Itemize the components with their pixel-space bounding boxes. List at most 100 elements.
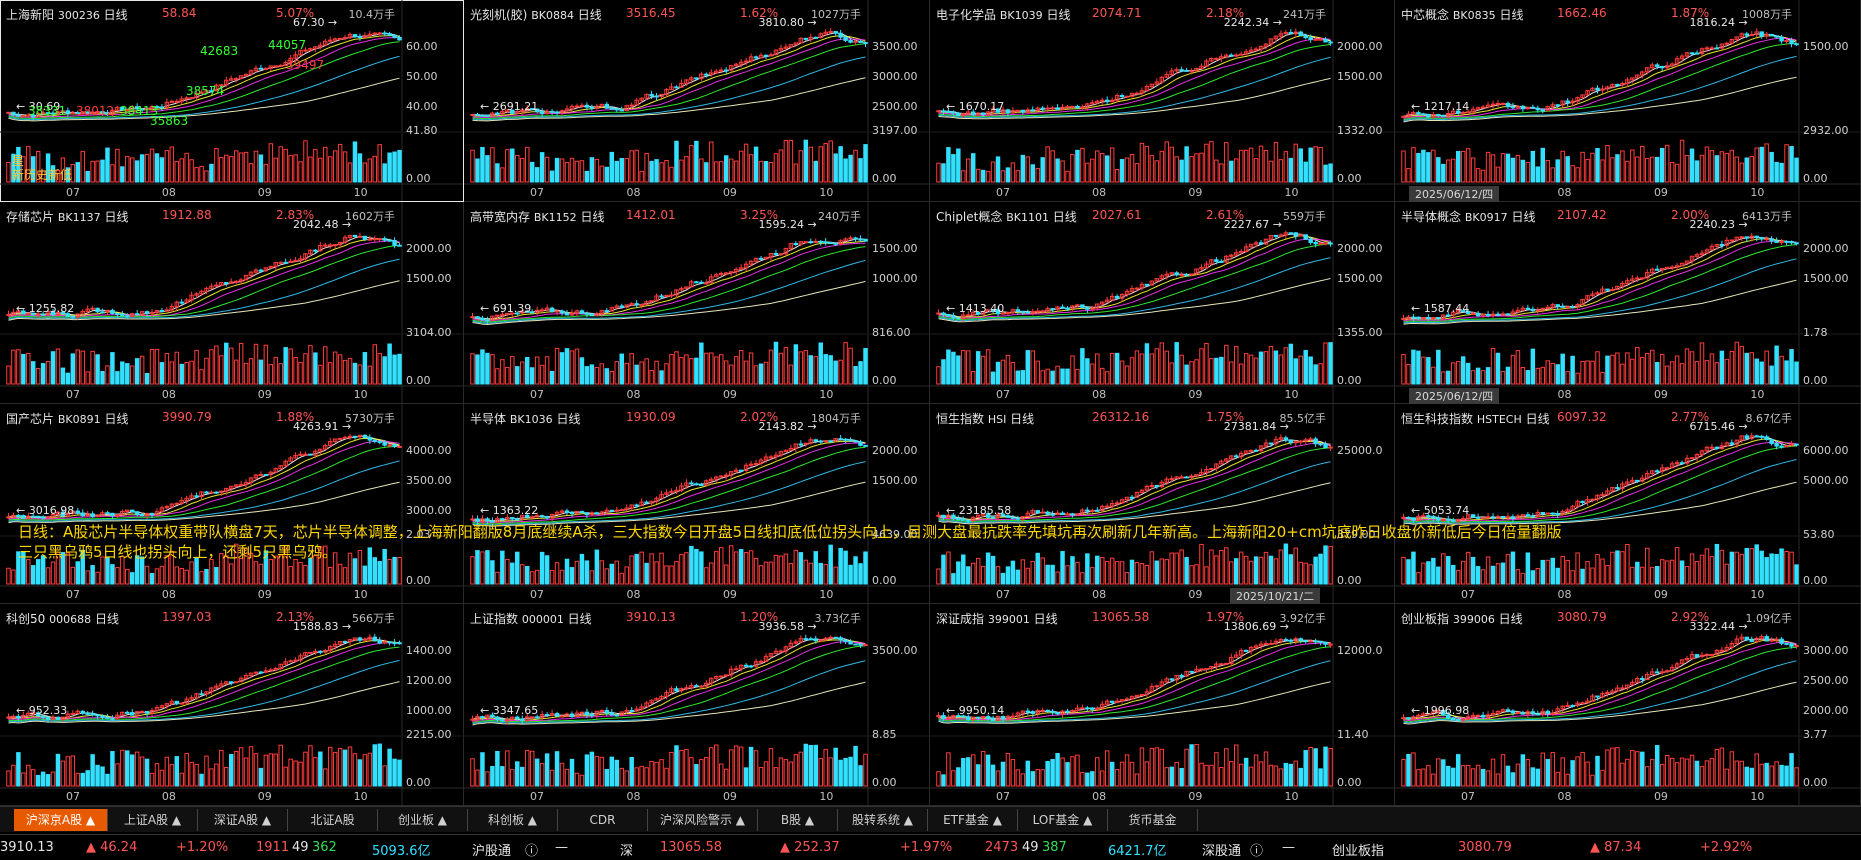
candle-body <box>1450 311 1456 316</box>
candle-body <box>248 672 254 677</box>
change-pct: 2.13% <box>276 610 315 624</box>
security-name[interactable]: 深证成指 399001 日线 <box>936 612 1058 626</box>
volume-bar <box>569 758 575 787</box>
security-name[interactable]: Chiplet概念 BK1101 日线 <box>936 210 1077 224</box>
chart-panel[interactable]: 光刻机(胶) BK0884 日线 3516.45 1.62% 1027万手 3810.8… <box>464 0 930 202</box>
market-tab[interactable]: 深证A股 ▲ <box>198 809 288 831</box>
market-tab[interactable]: 上证A股 ▲ <box>108 809 198 831</box>
candle-body <box>941 715 946 720</box>
chart-panel[interactable]: 国产芯片 BK0891 日线 3990.79 1.88% 5730万手 4263.91 … <box>0 404 464 604</box>
security-name[interactable]: 国产芯片 BK0891 日线 <box>6 412 129 426</box>
volume-bar <box>1293 760 1299 787</box>
chart-panel[interactable]: 半导体 BK1036 日线 1930.09 2.02% 1804万手 2143.82 →… <box>464 404 930 604</box>
candle-body <box>1164 273 1169 277</box>
candle-body <box>70 712 76 715</box>
sgt-label[interactable]: 深股通 <box>1202 844 1242 859</box>
chart-panel[interactable]: 创业板指 399006 日线 3080.79 2.92% 1.09亿手 3322.44 … <box>1395 604 1861 806</box>
market-tab[interactable]: 科创板 ▲ <box>468 809 558 831</box>
chart-panel[interactable]: 恒生科技指数 HSTECH 日线 6097.32 2.77% 8.67亿手 6715.4… <box>1395 404 1861 604</box>
candle-body <box>387 641 392 644</box>
chart-panel[interactable]: 上证指数 000001 日线 3910.13 1.20% 3.73亿手 3936.58 … <box>464 604 930 806</box>
volume-bar <box>1625 352 1630 385</box>
chart-panel[interactable]: 电子化学品 BK1039 日线 2074.71 2.18% 241万手 2242.34 … <box>930 0 1395 202</box>
volume-bar <box>1460 356 1466 385</box>
volume-bar <box>1540 147 1546 183</box>
help-icon[interactable]: ⓘ <box>525 844 539 859</box>
chart-panel[interactable]: 深证成指 399001 日线 13065.58 1.97% 3.92亿手 13806.6… <box>930 604 1395 806</box>
volume-bar <box>768 561 774 585</box>
volume-bar <box>644 767 649 787</box>
market-tab[interactable]: LOF基金 ▲ <box>1018 809 1108 831</box>
security-name[interactable]: 恒生指数 HSI 日线 <box>936 412 1035 426</box>
volume-bar <box>763 361 769 385</box>
market-tab[interactable]: 沪深风险警示 ▲ <box>648 809 758 831</box>
volume-bar <box>1649 156 1655 183</box>
candle-body <box>1615 285 1620 291</box>
chart-panel[interactable]: Chiplet概念 BK1101 日线 2027.61 2.61% 559万手 2227… <box>930 202 1395 404</box>
candle-body <box>763 256 769 260</box>
candle-body <box>1075 707 1080 712</box>
volume-bar <box>1323 746 1328 787</box>
volume-bar <box>1585 561 1590 585</box>
volume-bar <box>970 153 976 183</box>
security-name[interactable]: 上证指数 000001 日线 <box>470 612 592 626</box>
volume-bar <box>184 152 189 183</box>
candle-body <box>1585 700 1590 704</box>
volume-bar <box>1595 148 1600 183</box>
security-name[interactable]: 电子化学品 BK1039 日线 <box>936 8 1071 22</box>
chart-panel[interactable]: 存储芯片 BK1137 日线 1912.88 2.83% 1602万手 2042.48 … <box>0 202 464 404</box>
security-name[interactable]: 中芯概念 BK0835 日线 <box>1401 8 1524 22</box>
security-name[interactable]: 高带宽内存 BK1152 日线 <box>470 210 605 224</box>
candle-body <box>1040 107 1045 110</box>
security-name[interactable]: 创业板指 399006 日线 <box>1401 612 1523 626</box>
security-name[interactable]: 光刻机(胶) BK0884 日线 <box>470 8 602 22</box>
security-name[interactable]: 恒生科技指数 HSTECH 日线 <box>1401 412 1550 426</box>
help-icon[interactable]: ⓘ <box>1250 844 1264 859</box>
volume-bar <box>1446 370 1451 385</box>
market-tab[interactable]: 创业板 ▲ <box>378 809 468 831</box>
volume-bar <box>1318 363 1323 385</box>
market-tab[interactable]: 股转系统 ▲ <box>838 809 928 831</box>
volume-bar <box>85 770 90 787</box>
chart-panel[interactable]: 中芯概念 BK0835 日线 1662.46 1.87% 1008万手 1816.24 … <box>1395 0 1861 202</box>
security-name[interactable]: 上海新阳 300236 日线 <box>6 8 128 22</box>
volume-bar <box>778 352 784 385</box>
volume-bar <box>1253 357 1259 385</box>
volume-bar <box>1774 553 1779 585</box>
security-name[interactable]: 存储芯片 BK1137 日线 <box>6 210 129 224</box>
market-tab[interactable]: 货币基金 <box>1108 809 1198 831</box>
volume-bar <box>584 366 590 385</box>
month-axis-label: 07 <box>996 588 1010 601</box>
security-name[interactable]: 半导体概念 BK0917 日线 <box>1401 210 1536 224</box>
volume-bar <box>179 363 184 385</box>
chart-panel[interactable]: 高带宽内存 BK1152 日线 1412.01 3.25% 240万手 1595.24 … <box>464 202 930 404</box>
volume-bar <box>1104 750 1110 787</box>
market-tab[interactable]: ETF基金 ▲ <box>928 809 1018 831</box>
volume-bar <box>194 763 199 787</box>
market-tab[interactable]: 沪深京A股 ▲ <box>14 809 108 831</box>
volume-bar <box>863 753 868 787</box>
chart-panel[interactable]: 恒生指数 HSI 日线 26312.16 1.75% 85.5亿手 27381.84 →… <box>930 404 1395 604</box>
chart-panel[interactable]: 半导体概念 BK0917 日线 2107.42 2.00% 6413万手 2240.23… <box>1395 202 1861 404</box>
candle-body <box>283 661 288 665</box>
chart-panel[interactable]: 科创50 000688 日线 1397.03 2.13% 566万手 1588.83 →… <box>0 604 464 806</box>
candle-body <box>184 299 189 303</box>
hgt-label[interactable]: 沪股通 <box>472 844 512 859</box>
security-name[interactable]: 科创50 000688 日线 <box>6 612 119 626</box>
volume-bar <box>268 364 274 385</box>
volume-bar <box>95 571 100 585</box>
moving-average-line <box>8 481 400 524</box>
security-name[interactable]: 半导体 BK1036 日线 <box>470 412 581 426</box>
market-tab[interactable]: 北证A股 <box>288 809 378 831</box>
volume-total: 3.92亿手 <box>1279 612 1327 625</box>
volume-bar <box>337 563 343 585</box>
chart-panel[interactable]: 上海新阳 300236 日线 58.84 5.07% 10.4万手 67.30 → ← 3… <box>0 0 464 202</box>
candle-body <box>65 512 71 517</box>
volume-bar <box>392 354 397 385</box>
volume-bar <box>1000 572 1006 585</box>
market-tab[interactable]: CDR <box>558 809 648 831</box>
volume-bar <box>362 565 368 585</box>
candle-body <box>534 309 540 313</box>
market-tab[interactable]: B股 ▲ <box>758 809 838 831</box>
volume-bar <box>813 160 819 183</box>
